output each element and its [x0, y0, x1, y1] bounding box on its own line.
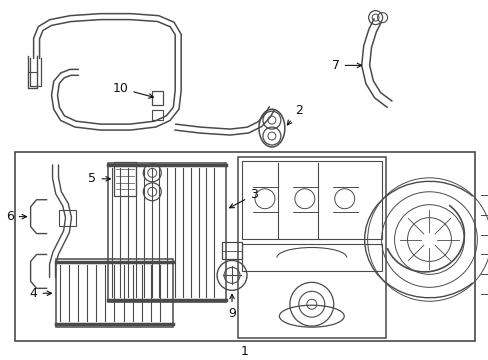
Bar: [242, 161, 381, 239]
Bar: [114, 162, 136, 196]
Bar: [15, 152, 474, 341]
Bar: [56, 260, 173, 327]
Text: 7: 7: [331, 59, 361, 72]
Text: 10: 10: [112, 82, 153, 98]
Text: 5: 5: [88, 172, 110, 185]
Bar: [108, 163, 225, 302]
Bar: [222, 242, 242, 260]
Text: 4: 4: [30, 287, 51, 300]
Text: 3: 3: [229, 188, 257, 208]
Bar: [238, 157, 385, 338]
Text: 2: 2: [287, 104, 302, 125]
Bar: [59, 210, 76, 226]
Text: 1: 1: [240, 345, 248, 357]
Bar: [152, 110, 163, 120]
Text: 9: 9: [227, 294, 236, 320]
Text: 8: 8: [0, 359, 1, 360]
Text: 6: 6: [6, 210, 26, 223]
Bar: [152, 91, 163, 105]
Bar: [242, 243, 381, 271]
